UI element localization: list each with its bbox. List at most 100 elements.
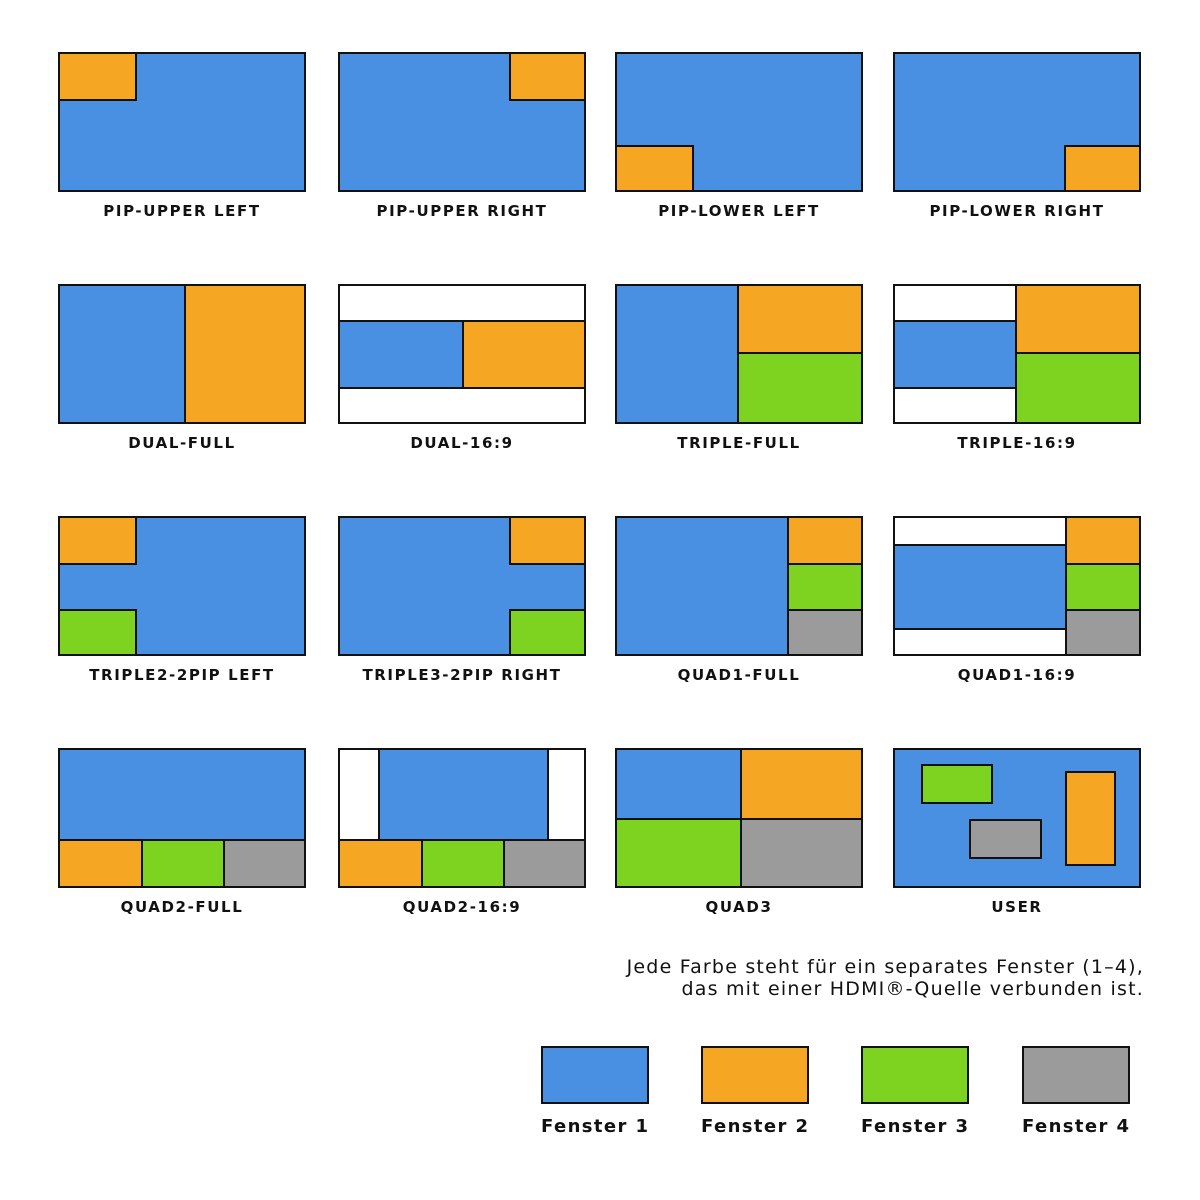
window-3 [60, 609, 137, 654]
layout-label: QUAD1-16:9 [957, 666, 1077, 684]
legend-item-window-2: Fenster 2 [701, 1046, 809, 1137]
legend-item-window-1: Fenster 1 [541, 1046, 649, 1137]
layout-triple2-2pip-left: TRIPLE2-2PIP LEFT [58, 516, 306, 684]
window-1 [895, 320, 1017, 389]
layout-label: QUAD2-16:9 [402, 898, 522, 916]
screen-preview [338, 748, 586, 888]
layout-pip-upper-left: PIP-UPPER LEFT [58, 52, 306, 220]
description-line-1: Jede Farbe steht für ein separates Fenst… [626, 956, 1144, 978]
layout-quad1-16-9: QUAD1-16:9 [893, 516, 1141, 684]
layout-quad1-full: QUAD1-FULL [615, 516, 863, 684]
layout-label: TRIPLE-16:9 [957, 434, 1077, 452]
screen-preview [58, 748, 306, 888]
window-2 [787, 518, 861, 565]
window-1 [617, 286, 739, 422]
window-2 [1015, 286, 1139, 354]
layout-label: DUAL-FULL [128, 434, 236, 452]
screen-preview [615, 516, 863, 656]
screen-preview [893, 284, 1141, 424]
legend-label: Fenster 1 [541, 1116, 650, 1137]
window-2 [1064, 145, 1139, 190]
window-3 [509, 609, 584, 654]
window-2 [60, 518, 137, 565]
layout-label: PIP-UPPER RIGHT [376, 202, 548, 220]
layout-label: TRIPLE3-2PIP RIGHT [362, 666, 562, 684]
screen-preview [615, 748, 863, 888]
screen-preview [338, 52, 586, 192]
layout-user: USER [893, 748, 1141, 916]
layout-label: PIP-LOWER LEFT [658, 202, 820, 220]
window-2 [737, 286, 861, 354]
layout-pip-upper-right: PIP-UPPER RIGHT [338, 52, 586, 220]
layout-triple3-2pip-right: TRIPLE3-2PIP RIGHT [338, 516, 586, 684]
legend-swatch-blue [541, 1046, 649, 1104]
window-3 [921, 764, 993, 804]
layout-label: USER [991, 898, 1043, 916]
legend-label: Fenster 2 [701, 1116, 810, 1137]
legend-label: Fenster 4 [1022, 1116, 1131, 1137]
window-2 [509, 518, 584, 565]
window-1 [895, 544, 1067, 630]
window-3 [141, 839, 225, 886]
screen-preview [58, 52, 306, 192]
layout-label: TRIPLE2-2PIP LEFT [89, 666, 275, 684]
legend-label: Fenster 3 [861, 1116, 970, 1137]
layout-dual-full: DUAL-FULL [58, 284, 306, 452]
window-1 [617, 518, 789, 654]
window-4 [223, 839, 304, 886]
legend-swatch-orange [701, 1046, 809, 1104]
legend-swatch-green [861, 1046, 969, 1104]
layout-quad2-full: QUAD2-FULL [58, 748, 306, 916]
window-2 [1065, 518, 1139, 565]
screen-preview [893, 52, 1141, 192]
window-2 [462, 320, 584, 389]
layout-label: TRIPLE-FULL [677, 434, 801, 452]
window-3 [1065, 563, 1139, 611]
window-2 [340, 839, 423, 886]
layout-label: QUAD3 [705, 898, 773, 916]
window-1 [617, 750, 742, 820]
window-1 [340, 320, 464, 389]
window-3 [617, 818, 742, 886]
window-4 [1065, 609, 1139, 654]
layout-triple-16-9: TRIPLE-16:9 [893, 284, 1141, 452]
description-text: Jede Farbe steht für ein separates Fenst… [627, 956, 1144, 1000]
screen-preview [615, 52, 863, 192]
window-3 [787, 563, 861, 611]
screen-preview [338, 516, 586, 656]
legend-item-window-3: Fenster 3 [861, 1046, 969, 1137]
window-2 [1065, 771, 1116, 866]
window-4 [740, 818, 861, 886]
window-2 [60, 839, 143, 886]
screen-preview [615, 284, 863, 424]
window-4 [787, 609, 861, 654]
window-2 [509, 54, 584, 101]
legend-swatch-gray [1022, 1046, 1130, 1104]
layout-label: PIP-UPPER LEFT [103, 202, 261, 220]
window-2 [617, 145, 694, 190]
layout-triple-full: TRIPLE-FULL [615, 284, 863, 452]
window-1 [60, 750, 304, 841]
description-line-2: das mit einer HDMI®-Quelle verbunden ist… [681, 978, 1144, 1000]
layout-quad2-16-9: QUAD2-16:9 [338, 748, 586, 916]
screen-preview [893, 516, 1141, 656]
screen-preview [58, 516, 306, 656]
window-2 [60, 54, 137, 101]
screen-preview [338, 284, 586, 424]
layout-label: QUAD2-FULL [120, 898, 244, 916]
screen-preview [893, 748, 1141, 888]
window-3 [737, 352, 861, 422]
window-3 [421, 839, 505, 886]
window-1 [378, 750, 549, 841]
window-2 [740, 750, 861, 820]
layout-pip-lower-left: PIP-LOWER LEFT [615, 52, 863, 220]
window-2 [184, 286, 304, 422]
layout-quad3: QUAD3 [615, 748, 863, 916]
layout-label: DUAL-16:9 [410, 434, 514, 452]
window-4 [503, 839, 584, 886]
layout-label: QUAD1-FULL [677, 666, 801, 684]
layout-dual-16-9: DUAL-16:9 [338, 284, 586, 452]
legend-item-window-4: Fenster 4 [1022, 1046, 1130, 1137]
layout-label: PIP-LOWER RIGHT [929, 202, 1105, 220]
layout-pip-lower-right: PIP-LOWER RIGHT [893, 52, 1141, 220]
